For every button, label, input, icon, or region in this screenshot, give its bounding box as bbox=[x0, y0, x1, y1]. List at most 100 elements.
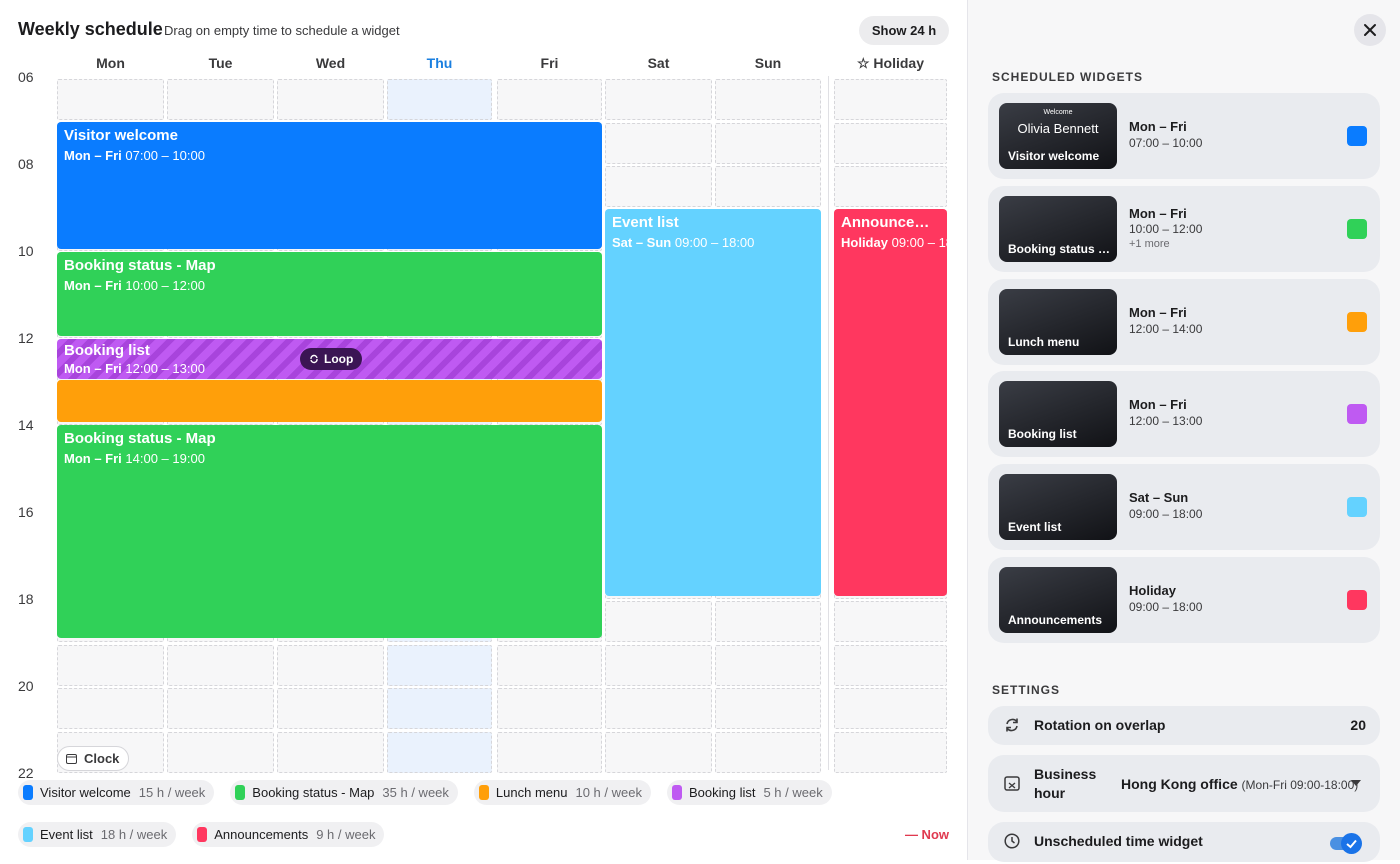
time-slot[interactable] bbox=[497, 644, 602, 686]
event-block[interactable]: Announcements Holiday 09:00 – 18:00 bbox=[834, 209, 947, 596]
time-slot[interactable] bbox=[387, 79, 492, 120]
close-button[interactable] bbox=[1354, 14, 1386, 46]
time-slot[interactable] bbox=[387, 644, 492, 686]
time-slot[interactable] bbox=[277, 731, 384, 773]
time-slot[interactable] bbox=[167, 79, 274, 120]
time-slot[interactable] bbox=[715, 688, 821, 729]
thumbnail-label: Event list bbox=[1008, 520, 1062, 535]
time-slot[interactable] bbox=[57, 79, 164, 120]
office-detail: (Mon-Fri 09:00-18:00) bbox=[1241, 778, 1359, 792]
event-block[interactable]: Event list Sat – Sun 09:00 – 18:00 bbox=[605, 209, 821, 596]
show-24h-button[interactable]: Show 24 h bbox=[859, 16, 949, 45]
widget-card[interactable]: Event list Sat – Sun 09:00 – 18:00 bbox=[988, 464, 1380, 551]
time-slot[interactable] bbox=[715, 731, 821, 773]
time-slot[interactable] bbox=[57, 688, 164, 729]
event-subtitle: Sat – Sun 09:00 – 18:00 bbox=[612, 235, 814, 250]
time-slot[interactable] bbox=[605, 601, 712, 642]
unscheduled-setting: Unscheduled time widget bbox=[988, 822, 1380, 862]
time-slot[interactable] bbox=[387, 688, 492, 729]
time-slot[interactable] bbox=[605, 688, 712, 729]
widget-card[interactable]: Booking list Mon – Fri 12:00 – 13:00 bbox=[988, 371, 1380, 458]
time-slot[interactable] bbox=[834, 79, 947, 120]
time-slot[interactable] bbox=[167, 644, 274, 686]
legend-hours: 9 h / week bbox=[316, 827, 376, 842]
legend-item[interactable]: Visitor welcome 15 h / week bbox=[18, 780, 215, 805]
time-slot[interactable] bbox=[57, 644, 164, 686]
event-days: Mon – Fri bbox=[64, 278, 122, 293]
time-slot[interactable] bbox=[497, 79, 602, 120]
time-slot[interactable] bbox=[497, 688, 602, 729]
time-slot[interactable] bbox=[387, 731, 492, 773]
dropdown-arrow bbox=[1351, 780, 1361, 786]
clock-chip[interactable]: Clock bbox=[57, 746, 130, 771]
legend-name: Visitor welcome bbox=[40, 785, 131, 800]
loop-label: Loop bbox=[324, 352, 354, 366]
legend-item[interactable]: Event list 18 h / week bbox=[18, 822, 177, 847]
thumbnail-label: Visitor welcome bbox=[1008, 149, 1100, 163]
schedule-panel: Weekly schedule Drag on empty time to sc… bbox=[18, 16, 949, 847]
panel-title: Weekly schedule bbox=[18, 19, 163, 39]
widget-time: 07:00 – 10:00 bbox=[1129, 136, 1203, 150]
business-label: Business hour bbox=[1034, 766, 1097, 801]
legend-hours: 15 h / week bbox=[138, 785, 206, 800]
rotation-icon bbox=[1006, 718, 1018, 732]
event-block[interactable] bbox=[57, 380, 602, 422]
rotation-setting[interactable]: Rotation on overlap 20 bbox=[988, 706, 1380, 745]
legend-item[interactable]: Announcements 9 h / week bbox=[192, 822, 385, 847]
time-slot[interactable] bbox=[715, 601, 821, 642]
time-slot[interactable] bbox=[277, 688, 384, 729]
widget-card[interactable]: Welcome Olivia Bennett Visitor welcome Mon … bbox=[988, 93, 1380, 179]
event-time: 12:00 – 13:00 bbox=[125, 361, 205, 376]
widget-time: 09:00 – 18:00 bbox=[1129, 600, 1203, 614]
time-slot[interactable] bbox=[715, 122, 821, 164]
event-title: Booking status - Map bbox=[64, 430, 216, 447]
time-slot[interactable] bbox=[715, 79, 821, 120]
event-subtitle: Mon – Fri 10:00 – 12:00 bbox=[64, 278, 595, 293]
legend-swatch bbox=[23, 785, 33, 800]
day-header: Wed bbox=[315, 55, 346, 71]
office-name: Hong Kong office bbox=[1121, 776, 1238, 792]
legend-item[interactable]: Booking list 5 h / week bbox=[666, 780, 832, 805]
widget-color bbox=[1347, 126, 1367, 146]
legend-name: Lunch menu bbox=[495, 785, 568, 800]
time-slot[interactable] bbox=[605, 79, 712, 120]
time-slot[interactable] bbox=[277, 644, 384, 686]
legend-item[interactable]: Lunch menu 10 h / week bbox=[473, 780, 651, 805]
widget-days: Mon – Fri bbox=[1129, 397, 1187, 413]
widgets-heading: SCHEDULED WIDGETS bbox=[992, 70, 1144, 84]
event-subtitle: Holiday 09:00 – 18:00 bbox=[841, 235, 947, 250]
event-block[interactable]: Booking status - Map Mon – Fri 14:00 – 19… bbox=[57, 425, 602, 638]
time-slot[interactable] bbox=[834, 601, 947, 642]
widget-time: 12:00 – 14:00 bbox=[1129, 321, 1203, 336]
event-block[interactable]: Booking status - Map Mon – Fri 10:00 – 12… bbox=[57, 252, 602, 336]
time-slot[interactable] bbox=[834, 731, 947, 773]
time-slot[interactable] bbox=[605, 122, 712, 164]
business-hour-setting[interactable]: Business hour Hong Kong office (Mon-Fri … bbox=[988, 755, 1380, 812]
time-slot[interactable] bbox=[167, 688, 274, 729]
time-slot[interactable] bbox=[715, 644, 821, 686]
time-slot[interactable] bbox=[834, 688, 947, 729]
day-header: Tue bbox=[208, 55, 233, 71]
time-slot[interactable] bbox=[834, 166, 947, 207]
legend-swatch bbox=[197, 827, 208, 842]
unscheduled-toggle[interactable] bbox=[1330, 833, 1362, 854]
time-slot[interactable] bbox=[497, 731, 602, 773]
widget-color bbox=[1347, 311, 1367, 332]
time-slot[interactable] bbox=[605, 644, 712, 686]
time-slot[interactable] bbox=[605, 731, 712, 773]
event-block[interactable]: Visitor welcome Mon – Fri 07:00 – 10:00 bbox=[57, 122, 602, 249]
time-slot[interactable] bbox=[277, 79, 384, 120]
widget-thumbnail: Announcements bbox=[999, 567, 1117, 633]
hour-label: 18 bbox=[18, 591, 34, 607]
legend-item[interactable]: Booking status - Map 35 h / week bbox=[230, 780, 458, 805]
time-slot[interactable] bbox=[605, 166, 712, 207]
time-slot[interactable] bbox=[715, 166, 821, 207]
thumbnail-label: Lunch menu bbox=[1008, 334, 1080, 349]
widget-card[interactable]: Announcements Holiday 09:00 – 18:00 bbox=[988, 557, 1380, 643]
widget-color bbox=[1347, 218, 1367, 239]
time-slot[interactable] bbox=[167, 731, 274, 773]
widget-card[interactable]: Lunch menu Mon – Fri 12:00 – 14:00 bbox=[988, 278, 1380, 365]
time-slot[interactable] bbox=[834, 122, 947, 164]
time-slot[interactable] bbox=[834, 644, 947, 686]
